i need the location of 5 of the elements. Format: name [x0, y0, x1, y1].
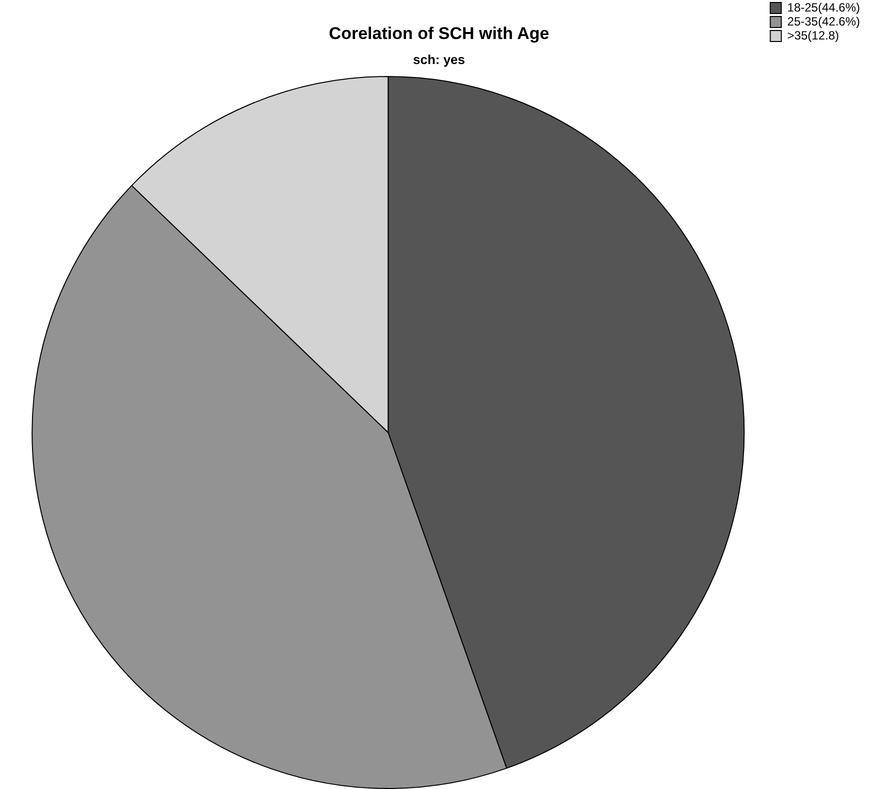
legend-label: >35(12.8) — [787, 28, 839, 42]
legend-label: 25-35(42.6%) — [787, 14, 860, 28]
text: sch: yes — [412, 52, 466, 67]
text: Corelation of SCH with Age — [328, 24, 550, 43]
legend-label: 18-25(44.6%) — [787, 0, 860, 14]
